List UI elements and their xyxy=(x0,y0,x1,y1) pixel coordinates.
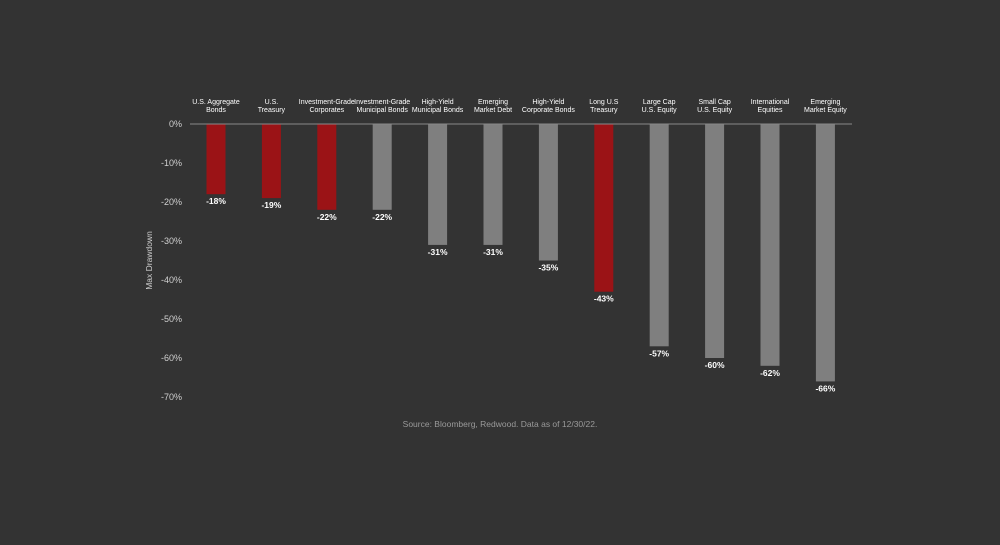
bar xyxy=(760,124,780,366)
data-label: -43% xyxy=(594,294,614,304)
category-label: Long U.S Treasury xyxy=(589,99,619,114)
category-label: U.S. Aggregate Bonds xyxy=(192,99,240,114)
bar xyxy=(815,124,835,382)
category-label: Emerging Market Debt xyxy=(473,99,513,114)
data-label: -66% xyxy=(815,383,835,393)
y-tick-label: -40% xyxy=(161,275,182,285)
bar xyxy=(372,124,392,210)
data-label: -22% xyxy=(372,212,392,222)
data-label: -57% xyxy=(649,348,669,358)
bar xyxy=(317,124,337,210)
bar xyxy=(261,124,281,199)
bar xyxy=(649,124,669,347)
data-label: -62% xyxy=(760,368,780,378)
data-label: -60% xyxy=(705,360,725,370)
y-tick-label: -70% xyxy=(161,392,182,402)
category-label: U.S. Treasury xyxy=(257,99,286,114)
data-label: -22% xyxy=(317,212,337,222)
category-label: Investment-Grade Corporates xyxy=(298,99,355,114)
bar xyxy=(483,124,503,245)
bar xyxy=(538,124,558,261)
bar xyxy=(594,124,614,292)
bar xyxy=(428,124,448,245)
category-label: Large Cap U.S. Equity xyxy=(641,99,677,114)
y-tick-label: -60% xyxy=(161,353,182,363)
data-label: -18% xyxy=(206,196,226,206)
data-label: -31% xyxy=(483,247,503,257)
data-label: -31% xyxy=(428,247,448,257)
data-label: -35% xyxy=(538,263,558,273)
category-label: High-Yield Corporate Bonds xyxy=(521,99,575,114)
y-axis-title: Max Drawdown xyxy=(144,231,154,290)
bar xyxy=(705,124,725,358)
y-tick-label: -30% xyxy=(161,236,182,246)
category-label: International Equities xyxy=(750,99,790,114)
category-label: Small Cap U.S. Equity xyxy=(697,99,733,114)
source-note: Source: Bloomberg, Redwood. Data as of 1… xyxy=(402,419,598,429)
data-label: -19% xyxy=(261,200,281,210)
y-tick-label: -20% xyxy=(161,197,182,207)
y-tick-label: 0% xyxy=(169,119,182,129)
y-tick-label: -50% xyxy=(161,314,182,324)
category-label: Investment-Grade Municipal Bonds xyxy=(354,99,411,114)
y-tick-label: -10% xyxy=(161,158,182,168)
category-label: High-Yield Municipal Bonds xyxy=(411,99,464,114)
bar xyxy=(206,124,226,195)
category-label: Emerging Market Equity xyxy=(803,99,847,114)
